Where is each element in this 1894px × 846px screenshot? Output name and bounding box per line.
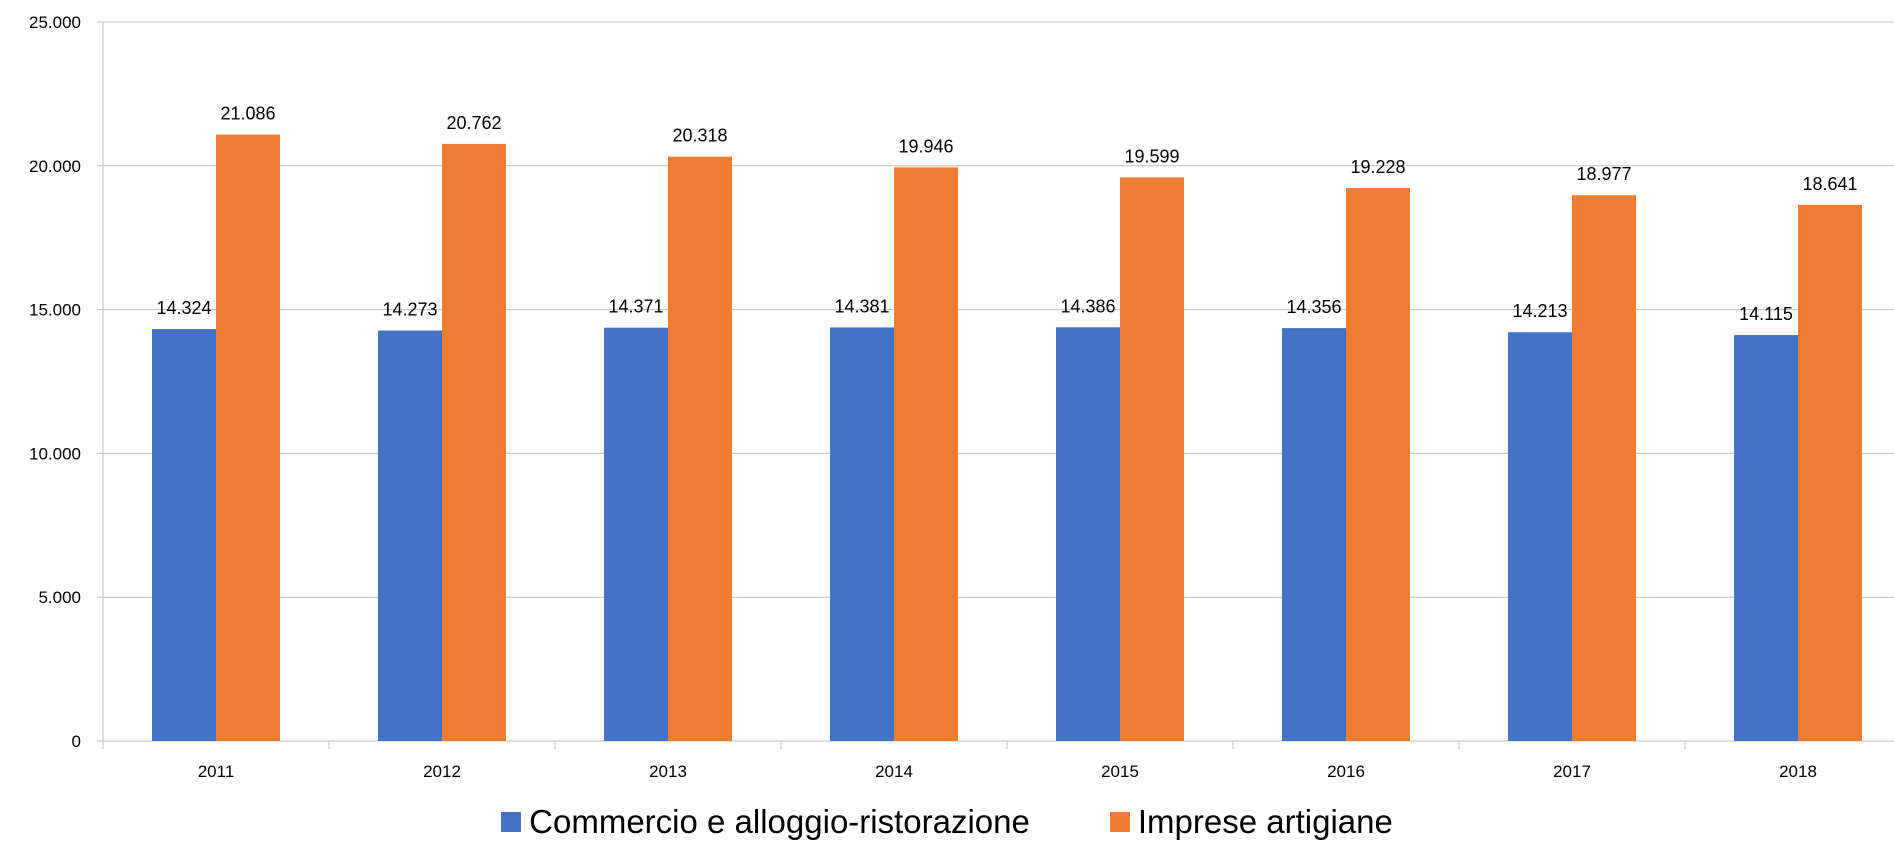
bar-series-1 xyxy=(604,327,668,741)
bar-series-2 xyxy=(216,134,280,741)
bar-series-2 xyxy=(1120,177,1184,741)
data-label-series-1: 14.386 xyxy=(1060,296,1115,316)
y-axis: 0 5.000 10.000 15.000 20.000 25.000 xyxy=(29,13,104,751)
x-tick-label: 2016 xyxy=(1327,762,1365,781)
y-tick-label: 0 xyxy=(72,732,81,751)
bar-series-2 xyxy=(668,156,732,742)
bars xyxy=(152,134,1862,742)
bar-series-1 xyxy=(1734,335,1798,741)
x-tick-label: 2011 xyxy=(198,762,235,781)
y-tick-label: 5.000 xyxy=(38,588,81,607)
legend-swatch-series-2 xyxy=(1109,812,1130,832)
legend-label-series-1: Commercio e alloggio-ristorazione xyxy=(529,803,1030,840)
bar-series-1 xyxy=(1056,327,1120,741)
data-labels: 14.324 14.273 14.371 14.381 14.386 14.356 14.2… xyxy=(156,104,1857,324)
bar-series-1 xyxy=(378,330,442,741)
x-axis: 2011 2012 2013 2014 2015 2016 2017 2018 xyxy=(102,740,1894,781)
y-tick-label: 20.000 xyxy=(29,157,81,176)
legend-label-series-2: Imprese artigiane xyxy=(1137,803,1393,840)
y-tick-label: 15.000 xyxy=(29,301,81,320)
x-tick-label: 2012 xyxy=(423,762,461,781)
data-label-series-1: 14.324 xyxy=(156,298,211,318)
bar-series-1 xyxy=(1508,332,1572,741)
x-tick-label: 2014 xyxy=(875,762,913,781)
legend-item-series-1: Commercio e alloggio-ristorazione xyxy=(501,803,1030,841)
data-label-series-2: 18.641 xyxy=(1802,174,1857,194)
bar-series-2 xyxy=(1346,188,1410,742)
data-label-series-1: 14.381 xyxy=(834,296,889,316)
y-tick-label: 10.000 xyxy=(29,444,81,463)
x-tick-label: 2015 xyxy=(1101,762,1139,781)
legend-swatch-series-1 xyxy=(501,812,522,832)
data-label-series-1: 14.273 xyxy=(382,300,437,320)
data-label-series-1: 14.356 xyxy=(1286,297,1341,317)
x-tick-label: 2018 xyxy=(1779,762,1817,781)
legend: Commercio e alloggio-ristorazione Impres… xyxy=(0,798,1894,846)
bar-series-2 xyxy=(1798,204,1862,742)
x-tick-label: 2013 xyxy=(649,762,687,781)
y-tick-label: 25.000 xyxy=(29,13,81,32)
bar-series-1 xyxy=(152,329,216,741)
bar-series-2 xyxy=(1572,195,1636,741)
data-label-series-1: 14.213 xyxy=(1512,301,1567,321)
bar-series-1 xyxy=(1282,328,1346,741)
data-label-series-2: 18.977 xyxy=(1576,164,1631,184)
bar-series-2 xyxy=(894,167,958,742)
x-tick-label: 2017 xyxy=(1553,762,1591,781)
data-label-series-2: 19.946 xyxy=(898,136,953,156)
bar-series-1 xyxy=(830,327,894,741)
data-label-series-2: 19.228 xyxy=(1350,157,1405,177)
data-label-series-1: 14.371 xyxy=(608,297,663,317)
data-label-series-2: 19.599 xyxy=(1124,146,1179,166)
data-label-series-2: 20.762 xyxy=(446,113,501,133)
data-label-series-1: 14.115 xyxy=(1739,304,1793,324)
data-label-series-2: 20.318 xyxy=(672,126,727,146)
data-label-series-2: 21.086 xyxy=(220,104,275,124)
legend-item-series-2: Imprese artigiane xyxy=(1109,803,1393,841)
bar-series-2 xyxy=(442,143,506,741)
